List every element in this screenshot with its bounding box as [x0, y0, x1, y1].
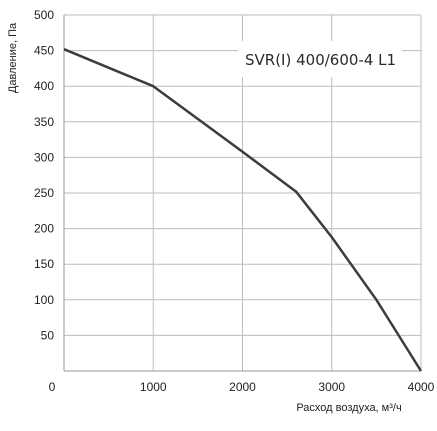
x-axis-title: Расход воздуха, м³/ч — [296, 402, 401, 414]
x-tick-label: 3000 — [318, 380, 345, 394]
x-tick-label: 2000 — [229, 380, 256, 394]
legend-box — [238, 41, 402, 77]
legend: SVR(I) 400/600-4 L1 — [238, 41, 402, 77]
legend-series-label: SVR(I) 400/600-4 L1 — [245, 51, 396, 69]
x-tick-label: 0 — [49, 380, 56, 394]
y-tick-label: 350 — [34, 115, 54, 129]
y-tick-label: 250 — [34, 186, 54, 200]
series-lines — [63, 48, 423, 372]
x-tick-label: 1000 — [140, 380, 167, 394]
tick-labels: 50 100 150 200 250 300 350 400 450 500 0 1000 2000 30… — [34, 8, 435, 394]
y-tick-label: 450 — [34, 44, 54, 58]
y-tick-label: 300 — [34, 150, 54, 164]
y-tick-label: 150 — [34, 257, 54, 271]
y-tick-label: 400 — [34, 79, 54, 93]
y-tick-label: 100 — [34, 293, 54, 307]
y-tick-label: 200 — [34, 222, 54, 236]
y-axis-title: Давление, Па — [7, 22, 19, 93]
series-line — [63, 48, 423, 372]
y-tick-label: 500 — [34, 8, 54, 22]
x-tick-label: 4000 — [408, 380, 435, 394]
axes — [63, 15, 421, 372]
y-tick-label: 50 — [41, 328, 55, 342]
